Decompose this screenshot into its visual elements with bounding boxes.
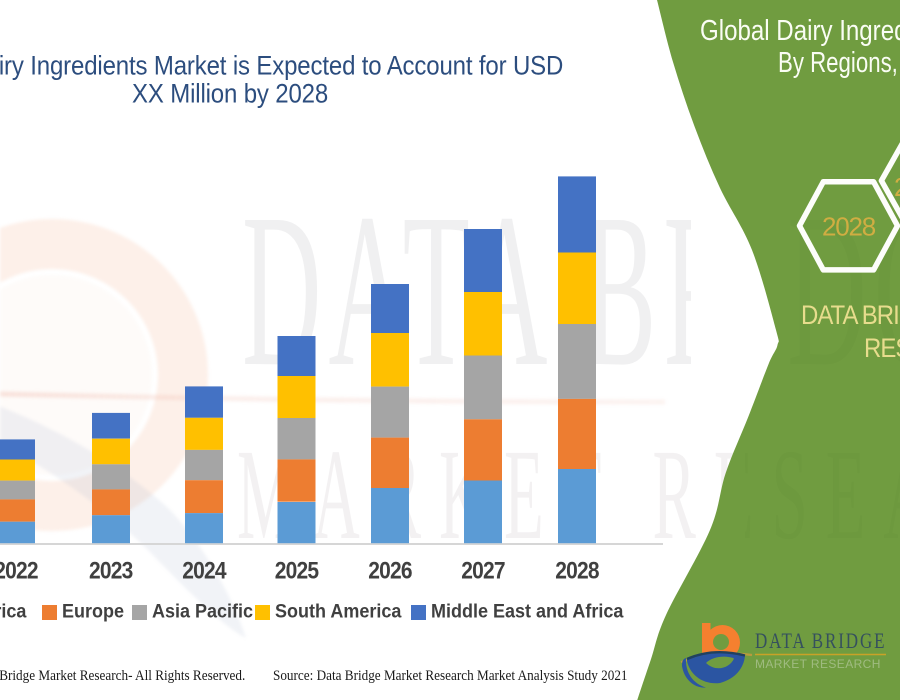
- svg-text:MARKET RESEARCH: MARKET RESEARCH: [755, 657, 881, 671]
- svg-text:2028: 2028: [822, 212, 876, 242]
- svg-text:2021: 2021: [894, 172, 900, 202]
- svg-text:DATA BRIDGE: DATA BRIDGE: [755, 629, 886, 654]
